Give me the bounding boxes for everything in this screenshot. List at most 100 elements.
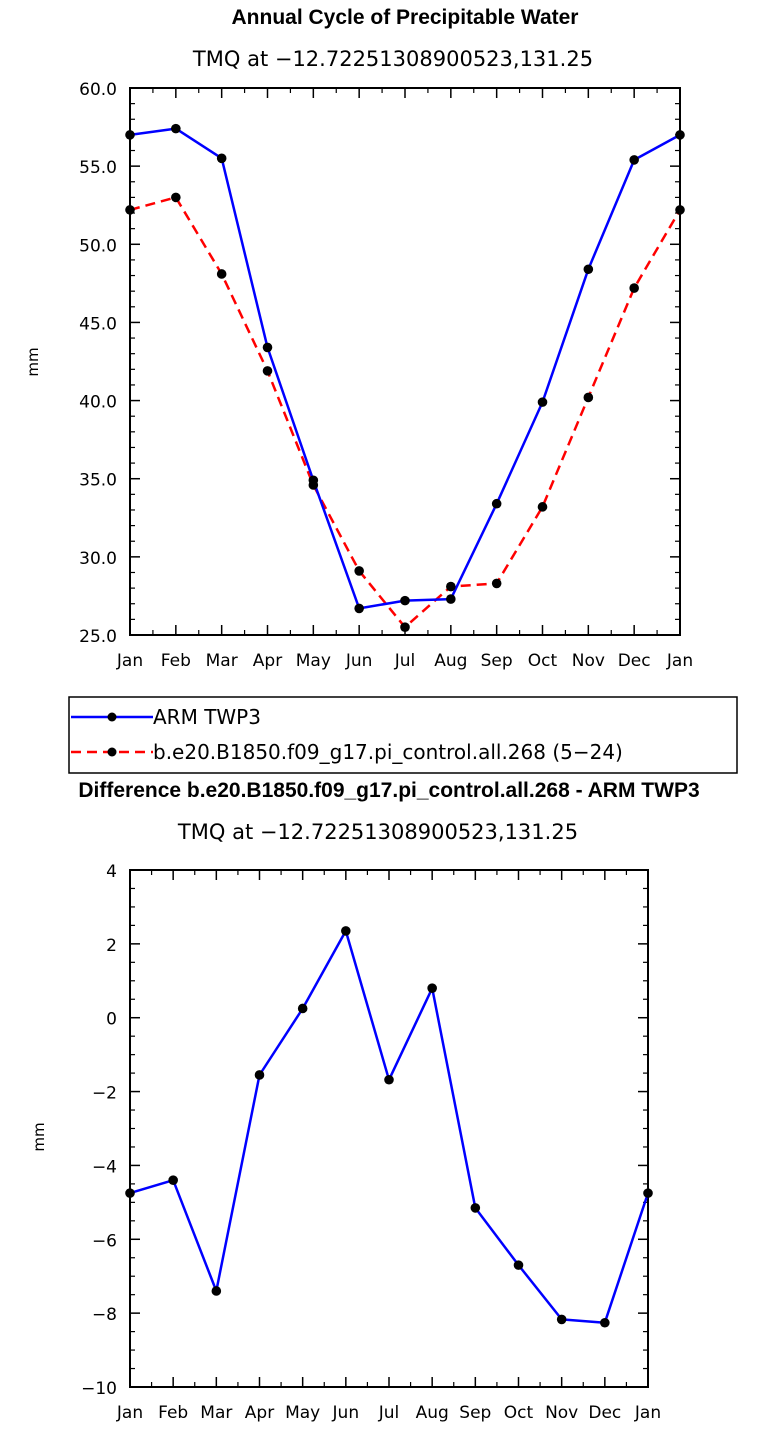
y-tick-label: 50.0 — [79, 236, 117, 256]
x-tick-label: Jan — [666, 651, 693, 671]
series-0-point — [600, 1317, 610, 1328]
y-tick-label: 45.0 — [79, 314, 117, 334]
series-1-point — [262, 366, 273, 376]
y-tick-label: 2 — [106, 936, 117, 956]
x-tick-label: Dec — [588, 1403, 621, 1423]
series-1-point — [491, 578, 502, 589]
x-tick-label: Apr — [245, 1403, 274, 1423]
chart1-y-axis-label: mm — [24, 347, 42, 376]
x-tick-label: Nov — [572, 651, 605, 671]
series-0-point — [400, 595, 410, 606]
series-1-point — [171, 192, 181, 203]
y-tick-label: 60.0 — [79, 80, 117, 100]
series-1-point — [125, 205, 135, 215]
x-tick-label: Sep — [459, 1403, 491, 1423]
legend-label-model: b.e20.B1850.f09_g17.pi_control.all.268 (… — [153, 740, 623, 764]
y-tick-label: 35.0 — [79, 471, 117, 491]
series-line-1 — [129, 196, 682, 629]
series-0-point — [427, 983, 437, 993]
x-tick-label: Feb — [158, 1403, 188, 1423]
y-tick-label: 4 — [106, 862, 117, 882]
y-tick-label: 30.0 — [79, 549, 117, 569]
x-tick-label: Jul — [394, 651, 416, 671]
series-1-point — [354, 566, 364, 576]
series-0-point — [216, 153, 227, 164]
series-1-point — [537, 502, 548, 512]
series-0-point — [341, 926, 351, 936]
x-tick-label: Aug — [434, 651, 467, 671]
chart2-y-axis-label: mm — [30, 1122, 48, 1151]
x-tick-label: Jan — [116, 651, 143, 671]
y-tick-label: 55.0 — [79, 158, 117, 178]
chart2-subtitle: TMQ at −12.72251308900523,131.25 — [177, 820, 578, 844]
series-0-point — [537, 397, 548, 407]
x-tick-label: Sep — [481, 651, 513, 671]
y-tick-label: −6 — [92, 1231, 117, 1251]
x-tick-label: Jul — [378, 1403, 400, 1423]
x-tick-label: Dec — [618, 651, 651, 671]
series-1-point — [675, 205, 685, 215]
x-tick-label: Feb — [161, 651, 191, 671]
series-0-point — [308, 475, 319, 486]
series-line-0 — [129, 929, 650, 1324]
y-tick-label: −8 — [92, 1305, 117, 1325]
series-1-point — [216, 269, 227, 279]
x-tick-label: Apr — [253, 651, 282, 671]
legend-marker-model — [107, 747, 117, 757]
series-1-point — [583, 392, 594, 403]
series-0-point — [125, 1188, 135, 1198]
y-tick-label: −10 — [81, 1379, 117, 1399]
x-tick-label: Nov — [545, 1403, 578, 1423]
series-0-point — [254, 1070, 265, 1080]
series-0-point — [629, 155, 639, 165]
series-0-point — [384, 1074, 394, 1085]
chart2-plot-frame — [129, 869, 649, 1388]
x-tick-label: Jan — [634, 1403, 661, 1423]
chart-difference: Difference b.e20.B1850.f09_g17.pi_contro… — [30, 779, 700, 1423]
y-tick-label: −2 — [92, 1084, 117, 1104]
series-1-point — [629, 283, 639, 293]
legend-label-arm: ARM TWP3 — [153, 705, 261, 729]
series-line-0 — [129, 127, 681, 610]
x-tick-label: Jan — [116, 1403, 143, 1423]
series-0-point — [446, 594, 456, 604]
y-tick-label: 40.0 — [79, 393, 117, 413]
y-tick-label: −4 — [92, 1157, 117, 1177]
x-tick-label: Aug — [416, 1403, 449, 1423]
series-1-point — [400, 622, 410, 632]
series-0-point — [262, 342, 273, 353]
y-tick-label: 0 — [106, 1010, 117, 1030]
series-0-point — [643, 1188, 653, 1198]
chart-annual-cycle: Annual Cycle of Precipitable Water TMQ a… — [24, 6, 693, 671]
x-tick-label: May — [285, 1403, 320, 1423]
x-tick-label: Jun — [345, 651, 373, 671]
y-tick-label: 25.0 — [79, 627, 117, 647]
x-tick-label: Mar — [200, 1403, 232, 1423]
series-0-point — [125, 130, 135, 140]
chart1-title: Annual Cycle of Precipitable Water — [232, 6, 579, 29]
chart1-legend: ARM TWP3 b.e20.B1850.f09_g17.pi_control.… — [68, 696, 738, 774]
series-0-point — [171, 123, 181, 134]
x-tick-label: May — [296, 651, 331, 671]
chart1-plot-frame — [129, 87, 681, 636]
series-0-point — [556, 1314, 567, 1325]
series-0-point — [297, 1003, 308, 1014]
series-0-point — [470, 1203, 481, 1213]
chart1-subtitle: TMQ at −12.72251308900523,131.25 — [192, 47, 593, 71]
series-0-point — [354, 603, 364, 614]
series-0-point — [513, 1260, 524, 1270]
x-tick-label: Jun — [332, 1403, 360, 1423]
series-1-point — [446, 581, 456, 592]
chart2-title: Difference b.e20.B1850.f09_g17.pi_contro… — [78, 779, 699, 802]
series-0-point — [491, 498, 502, 509]
x-tick-label: Oct — [528, 651, 558, 671]
x-tick-label: Mar — [206, 651, 238, 671]
legend-marker-arm — [107, 712, 117, 722]
series-0-point — [211, 1286, 222, 1296]
legend-box — [68, 696, 738, 774]
series-0-point — [168, 1175, 178, 1185]
x-tick-label: Oct — [504, 1403, 534, 1423]
series-0-point — [675, 130, 685, 140]
series-0-point — [583, 264, 594, 275]
